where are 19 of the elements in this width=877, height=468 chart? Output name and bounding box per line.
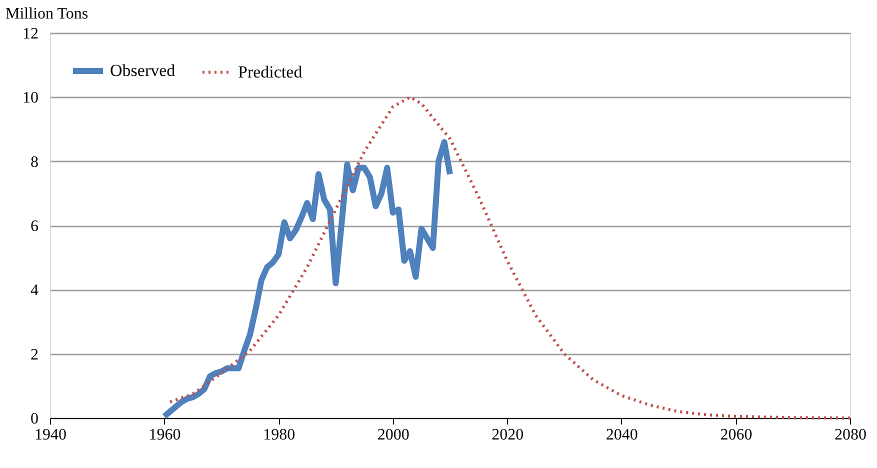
x-tick-label: 2000	[377, 426, 410, 444]
y-tick-label: 8	[30, 154, 38, 171]
y-tick-label: 0	[30, 410, 38, 428]
x-tick-label: 2080	[834, 426, 866, 444]
x-tick-label: 2040	[606, 426, 638, 444]
x-tick-label: 1960	[148, 426, 181, 444]
legend-label: Predicted	[238, 62, 303, 82]
y-tick-label: 2	[30, 346, 38, 364]
y-tick-label: 6	[30, 218, 38, 235]
y-tick-label: 4	[30, 282, 38, 300]
line-series	[168, 96, 852, 420]
y-tick-label: 12	[22, 26, 38, 42]
legend-label: Observed	[110, 61, 176, 80]
x-tick-label: 2020	[492, 426, 524, 444]
y-axis-title: Million Tons	[6, 6, 88, 22]
y-tick-label: 10	[22, 90, 38, 107]
x-tick-label: 2060	[720, 426, 752, 444]
x-tick-label: 1940	[34, 426, 66, 444]
x-tick-label: 1980	[263, 426, 296, 444]
